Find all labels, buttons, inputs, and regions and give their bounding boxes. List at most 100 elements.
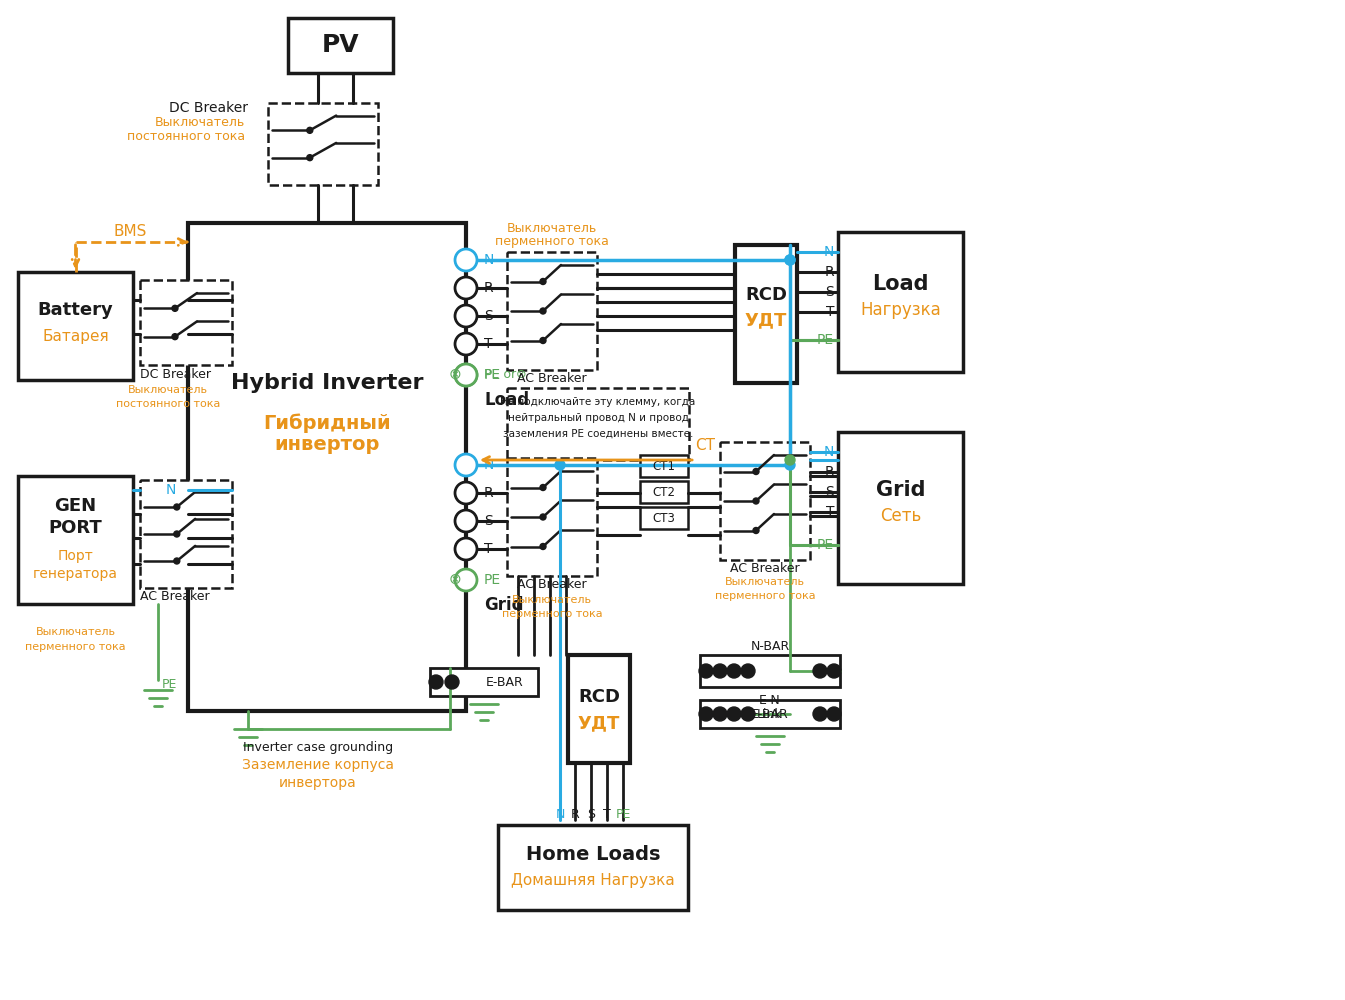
Circle shape (827, 664, 841, 678)
Text: постоянного тока: постоянного тока (116, 399, 221, 409)
Text: N: N (555, 808, 565, 822)
Circle shape (455, 569, 477, 591)
Circle shape (728, 707, 741, 721)
Text: PE: PE (484, 573, 502, 587)
Text: E-BAR: E-BAR (486, 676, 523, 688)
Circle shape (785, 255, 795, 265)
Text: PE: PE (615, 808, 631, 822)
Text: Выключатель: Выключатель (725, 577, 806, 587)
Text: T: T (484, 337, 492, 351)
Bar (507, 252, 597, 370)
Text: PE: PE (816, 333, 834, 347)
Circle shape (539, 544, 546, 550)
Text: перменного тока: перменного тока (26, 642, 126, 652)
Bar (268, 103, 378, 185)
Circle shape (455, 482, 477, 504)
Bar (640, 481, 689, 503)
Text: Выключатель: Выключатель (35, 627, 116, 637)
Bar (17, 476, 133, 604)
Bar (720, 442, 810, 560)
Text: N: N (484, 253, 495, 267)
Text: T: T (484, 542, 492, 556)
Text: CT2: CT2 (652, 486, 675, 498)
Circle shape (753, 528, 759, 534)
Text: УДТ: УДТ (745, 311, 787, 329)
Text: Выключатель: Выключатель (507, 222, 597, 234)
Bar (140, 480, 231, 588)
Bar (640, 507, 689, 529)
Text: CT3: CT3 (652, 512, 675, 524)
Text: T: T (826, 305, 834, 319)
Bar (498, 825, 689, 910)
Text: Заземление корпуса: Заземление корпуса (242, 758, 394, 772)
Circle shape (455, 364, 477, 386)
Text: N: N (484, 458, 495, 472)
Text: инвертора: инвертора (280, 776, 356, 790)
Circle shape (172, 334, 178, 340)
Text: AC Breaker: AC Breaker (140, 590, 210, 603)
Circle shape (753, 468, 759, 475)
Bar (288, 18, 393, 73)
Circle shape (741, 707, 755, 721)
Text: Hybrid Inverter: Hybrid Inverter (231, 373, 424, 393)
Text: заземления PE соединены вместе.: заземления PE соединены вместе. (503, 429, 693, 439)
Circle shape (307, 155, 313, 161)
Text: Grid: Grid (876, 480, 925, 500)
Circle shape (455, 277, 477, 299)
Text: CT1: CT1 (652, 460, 675, 473)
Circle shape (455, 333, 477, 355)
Text: RCD: RCD (745, 286, 787, 304)
Circle shape (812, 664, 827, 678)
Circle shape (753, 498, 759, 504)
Circle shape (455, 454, 477, 476)
Text: N: N (823, 445, 834, 459)
Text: перменного тока: перменного тока (714, 591, 815, 601)
Text: E-BAR: E-BAR (751, 708, 790, 720)
Text: AC Breaker: AC Breaker (518, 578, 586, 591)
Bar (507, 388, 689, 460)
Circle shape (713, 664, 728, 678)
Bar (188, 223, 465, 711)
Circle shape (455, 510, 477, 532)
Circle shape (539, 308, 546, 314)
Text: перменного тока: перменного тока (495, 235, 609, 248)
Circle shape (307, 127, 313, 133)
Text: Домашняя Нагрузка: Домашняя Нагрузка (511, 874, 675, 888)
Text: T: T (603, 808, 611, 822)
Text: ⊗: ⊗ (449, 572, 461, 586)
Text: Home Loads: Home Loads (526, 846, 660, 864)
Circle shape (539, 338, 546, 344)
Circle shape (812, 707, 827, 721)
Circle shape (785, 255, 795, 265)
Text: Link: Link (757, 708, 783, 722)
Text: PORT: PORT (48, 519, 102, 537)
Text: Load: Load (484, 391, 529, 409)
Bar (699, 700, 841, 728)
Bar (140, 280, 231, 365)
Circle shape (728, 664, 741, 678)
Text: нейтральный провод N и провод: нейтральный провод N и провод (507, 413, 689, 423)
Circle shape (455, 364, 477, 386)
Text: Гибридный: Гибридный (264, 413, 391, 433)
Circle shape (445, 675, 459, 689)
Circle shape (455, 249, 477, 271)
Text: DC Breaker: DC Breaker (140, 367, 211, 380)
Text: перменного тока: перменного тока (502, 609, 603, 619)
Text: S: S (484, 514, 492, 528)
Text: Нагрузка: Нагрузка (859, 301, 942, 319)
Text: S: S (484, 309, 492, 323)
Text: Battery: Battery (38, 301, 113, 319)
Text: УДТ: УДТ (578, 714, 620, 732)
Text: Выключатель: Выключатель (155, 115, 245, 128)
Text: R: R (484, 281, 494, 295)
Text: PV: PV (321, 33, 359, 57)
Circle shape (555, 460, 565, 470)
Bar (838, 232, 963, 372)
Text: R: R (824, 265, 834, 279)
Text: Сеть: Сеть (880, 507, 921, 525)
Circle shape (429, 675, 443, 689)
Circle shape (174, 531, 180, 537)
Text: ⊗: ⊗ (449, 366, 461, 381)
Circle shape (713, 707, 728, 721)
Text: DC Breaker: DC Breaker (169, 101, 247, 115)
